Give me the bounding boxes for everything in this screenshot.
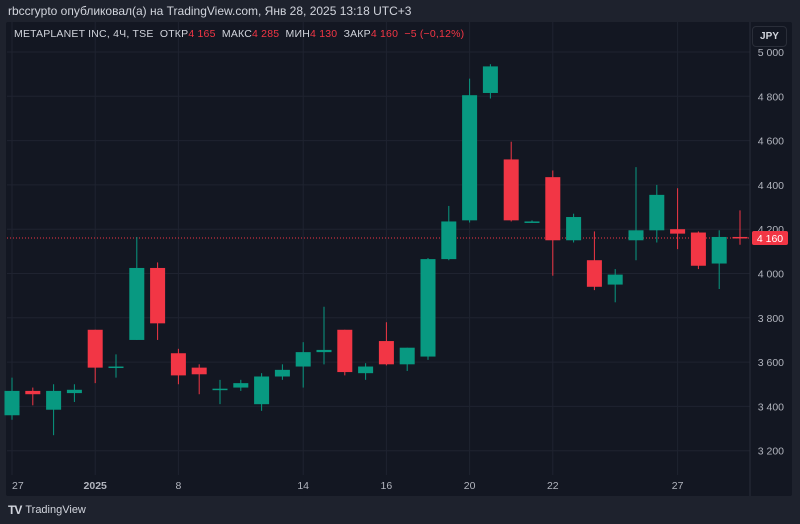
x-tick-label: 27 — [672, 480, 684, 492]
y-tick-label: 4 600 — [758, 136, 784, 148]
close-label: ЗАКР — [343, 28, 371, 40]
candle-body — [711, 236, 727, 264]
candle-body — [628, 230, 644, 241]
y-tick-label: 3 800 — [758, 313, 784, 325]
open-value: 4 165 — [188, 28, 216, 40]
candle-body — [503, 159, 519, 221]
candle-body — [670, 229, 686, 234]
candle-body — [46, 390, 62, 410]
last-price-badge — [752, 231, 788, 246]
candle-body — [233, 383, 249, 388]
change-value: −5 (−0,12%) — [404, 28, 465, 40]
high-label: МАКС — [221, 28, 253, 40]
x-tick-label: 8 — [175, 480, 181, 492]
candle-body — [524, 221, 540, 223]
candle-body — [191, 367, 207, 375]
x-tick-label: 16 — [381, 480, 393, 492]
candle-body — [108, 366, 124, 369]
y-tick-label: 3 400 — [758, 401, 784, 413]
candle-body — [274, 369, 290, 377]
x-tick-label: 14 — [297, 480, 309, 492]
candle-body — [378, 341, 394, 365]
last-price-label: 4 160 — [757, 233, 783, 245]
open-label: ОТКР — [159, 28, 189, 40]
y-tick-label: 4 400 — [758, 180, 784, 192]
x-tick-label: 20 — [464, 480, 476, 492]
x-tick-label: 22 — [547, 480, 559, 492]
y-tick-label: 3 600 — [758, 357, 784, 369]
candle-body — [4, 390, 20, 416]
symbol-name: METAPLANET INC, 4Ч, TSE — [14, 28, 154, 40]
candle-body — [545, 177, 561, 241]
candle-body — [607, 274, 623, 285]
candle-body — [420, 259, 436, 357]
high-value: 4 285 — [252, 28, 280, 40]
candle-body — [295, 352, 311, 367]
candle-body — [441, 221, 457, 260]
candle-body — [150, 267, 166, 324]
tradingview-logo-text[interactable]: TradingView — [25, 504, 86, 516]
published-by-text: rbccrypto опубликовал(а) на TradingView.… — [8, 4, 412, 18]
candle-body — [690, 232, 706, 266]
candle-body — [358, 366, 374, 374]
x-tick-label: 27 — [12, 480, 24, 492]
currency-button[interactable]: JPY — [752, 26, 787, 47]
candle-body — [399, 347, 415, 365]
candle-body — [337, 329, 353, 373]
symbol-legend: METAPLANET INC, 4Ч, TSE ОТКР4 165 МАКС4 … — [14, 28, 464, 40]
candle-body — [170, 353, 186, 376]
candle-body — [66, 389, 82, 394]
candle-body — [212, 388, 228, 391]
candle-body — [732, 236, 748, 239]
candle-body — [87, 329, 103, 368]
y-tick-label: 4 000 — [758, 269, 784, 281]
footer: TV TradingView — [8, 503, 86, 517]
candle-body — [316, 349, 332, 353]
candle-body — [25, 390, 41, 395]
low-value: 4 130 — [310, 28, 338, 40]
candle-body — [129, 267, 145, 340]
candle-body — [482, 66, 498, 93]
close-value: 4 160 — [370, 28, 399, 40]
y-tick-label: 5 000 — [758, 47, 784, 59]
tradingview-logo-icon[interactable]: TV — [8, 503, 22, 517]
y-tick-label: 3 200 — [758, 446, 784, 458]
candle-body — [586, 260, 602, 287]
candle-body — [566, 217, 582, 241]
low-label: МИН — [285, 28, 311, 40]
candle-body — [462, 95, 478, 221]
candle-body — [254, 376, 270, 405]
x-tick-label: 2025 — [84, 480, 108, 492]
y-tick-label: 4 800 — [758, 91, 784, 103]
candle-body — [649, 194, 665, 231]
